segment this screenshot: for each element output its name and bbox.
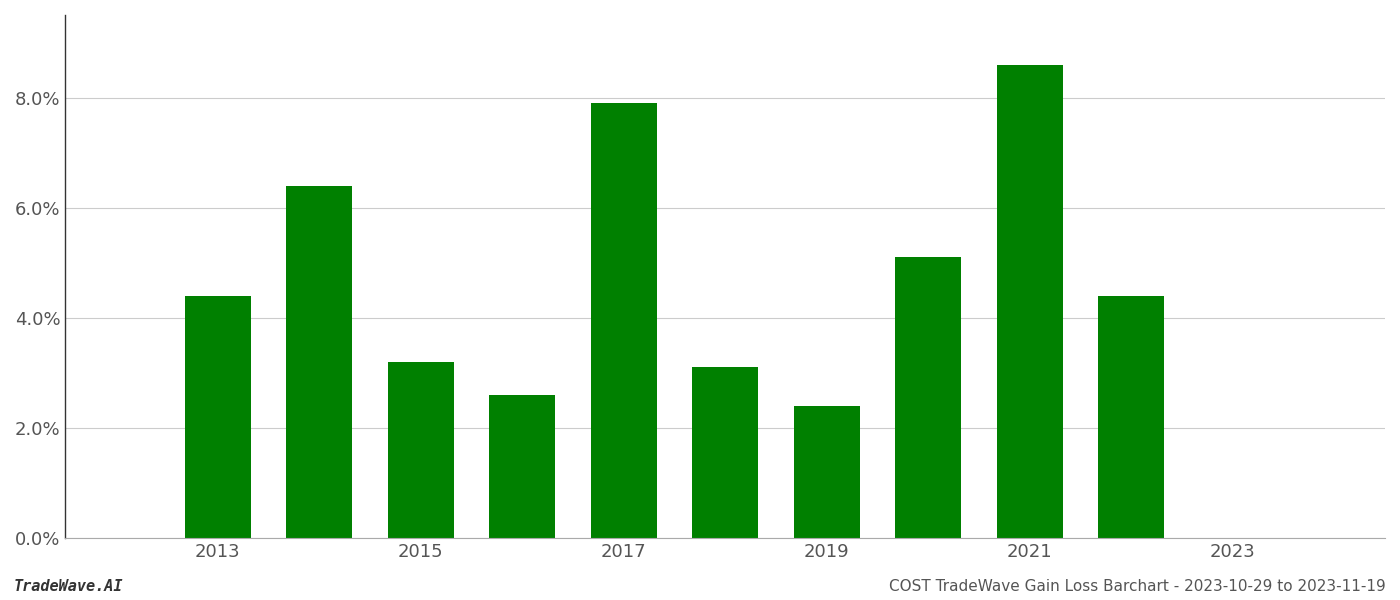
Bar — [997, 65, 1063, 538]
Bar — [692, 367, 759, 538]
Bar — [591, 103, 657, 538]
Bar — [286, 186, 353, 538]
Bar — [388, 362, 454, 538]
Bar — [185, 296, 251, 538]
Text: COST TradeWave Gain Loss Barchart - 2023-10-29 to 2023-11-19: COST TradeWave Gain Loss Barchart - 2023… — [889, 579, 1386, 594]
Bar — [489, 395, 556, 538]
Bar — [794, 406, 860, 538]
Bar — [895, 257, 962, 538]
Bar — [1098, 296, 1165, 538]
Text: TradeWave.AI: TradeWave.AI — [14, 579, 123, 594]
